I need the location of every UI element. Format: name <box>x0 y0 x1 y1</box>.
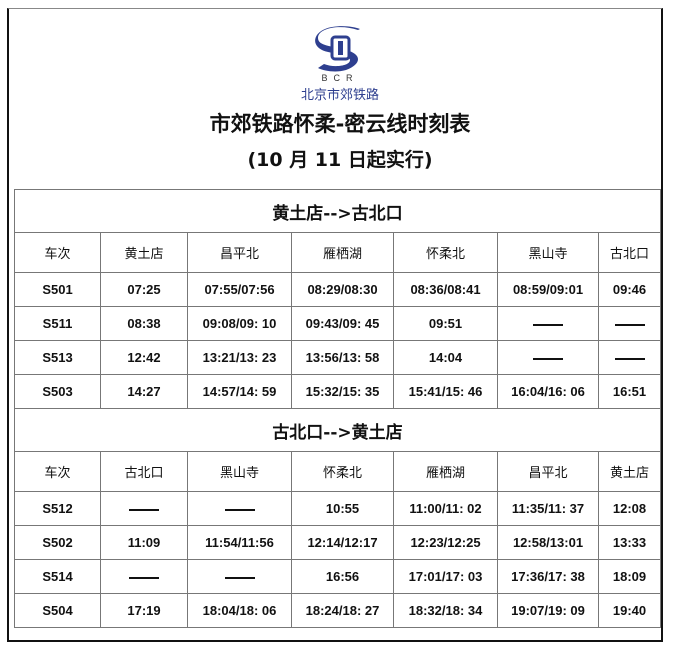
section-title-row: 黄土店-->古北口 <box>14 189 661 233</box>
table-row: S513 12:42 13:21/13: 23 13:56/13: 58 14:04 <box>14 340 661 375</box>
bcr-logo-icon <box>315 26 360 72</box>
train-number: S502 <box>14 525 101 560</box>
column-header: 车次 <box>14 451 101 492</box>
time-cell: 12:08 <box>598 491 661 526</box>
column-header: 车次 <box>14 232 101 273</box>
column-header: 古北口 <box>598 232 661 273</box>
column-header: 怀柔北 <box>291 451 394 492</box>
time-cell: 18:09 <box>598 559 661 594</box>
no-stop-dash <box>129 508 159 511</box>
column-header-row: 车次 古北口 黑山寺 怀柔北 雁栖湖 昌平北 黄土店 <box>14 451 661 492</box>
table-row: S511 08:38 09:08/09: 10 09:43/09: 45 09:51 <box>14 306 661 341</box>
time-cell <box>100 559 188 594</box>
time-cell: 09:08/09: 10 <box>187 306 292 341</box>
no-stop-dash <box>224 508 255 511</box>
column-header: 黄土店 <box>100 232 188 273</box>
table-row: S514 16:56 17:01/17: 03 17:36/17: 38 18:09 <box>14 559 661 594</box>
train-number: S511 <box>14 306 101 341</box>
time-cell <box>187 559 292 594</box>
time-cell: 17:19 <box>100 593 188 628</box>
table-row: S501 07:25 07:55/07:56 08:29/08:30 08:36/08:… <box>14 272 661 307</box>
time-cell: 12:14/12:17 <box>291 525 394 560</box>
time-cell: 14:04 <box>393 340 498 375</box>
table-row: S512 10:55 11:00/11: 02 11:35/11: 37 12:08 <box>14 491 661 526</box>
column-header: 黑山寺 <box>187 451 292 492</box>
train-number: S504 <box>14 593 101 628</box>
table-row: S503 14:27 14:57/14: 59 15:32/15: 35 15:41/1… <box>14 374 661 409</box>
time-cell: 13:33 <box>598 525 661 560</box>
time-cell: 15:32/15: 35 <box>291 374 394 409</box>
organization-name: 北京市郊铁路 <box>300 88 379 103</box>
time-cell <box>598 306 661 341</box>
train-number: S512 <box>14 491 101 526</box>
time-cell: 08:59/09:01 <box>497 272 599 307</box>
time-cell: 09:51 <box>393 306 498 341</box>
section-title: 古北口-->黄土店 <box>14 408 661 452</box>
time-cell: 09:43/09: 45 <box>291 306 394 341</box>
time-cell: 19:40 <box>598 593 661 628</box>
time-cell: 11:00/11: 02 <box>393 491 498 526</box>
column-header: 雁栖湖 <box>291 232 394 273</box>
time-cell <box>598 340 661 375</box>
train-number: S514 <box>14 559 101 594</box>
time-cell: 08:36/08:41 <box>393 272 498 307</box>
time-cell: 18:04/18: 06 <box>187 593 292 628</box>
time-cell: 07:25 <box>100 272 188 307</box>
train-number: S513 <box>14 340 101 375</box>
time-cell: 18:24/18: 27 <box>291 593 394 628</box>
page-subtitle: (10 月 11 日起实行) <box>247 149 433 171</box>
time-cell: 14:57/14: 59 <box>187 374 292 409</box>
time-cell: 12:58/13:01 <box>497 525 599 560</box>
column-header: 昌平北 <box>187 232 292 273</box>
column-header: 黑山寺 <box>497 232 599 273</box>
column-header: 雁栖湖 <box>393 451 498 492</box>
no-stop-dash <box>533 357 563 360</box>
page-title: 市郊铁路怀柔-密云线时刻表 <box>209 112 471 136</box>
time-cell <box>187 491 292 526</box>
time-cell: 10:55 <box>291 491 394 526</box>
table-row: S504 17:19 18:04/18: 06 18:24/18: 27 18:32/1… <box>14 593 661 628</box>
table-row: S502 11:09 11:54/11:56 12:14/12:17 12:23/12:… <box>14 525 661 560</box>
time-cell: 11:09 <box>100 525 188 560</box>
page-frame <box>7 8 663 642</box>
time-cell: 13:56/13: 58 <box>291 340 394 375</box>
time-cell: 08:29/08:30 <box>291 272 394 307</box>
train-number: S503 <box>14 374 101 409</box>
time-cell: 17:36/17: 38 <box>497 559 599 594</box>
time-cell: 19:07/19: 09 <box>497 593 599 628</box>
time-cell: 12:42 <box>100 340 188 375</box>
time-cell: 17:01/17: 03 <box>393 559 498 594</box>
time-cell: 16:51 <box>598 374 661 409</box>
timetable: 黄土店-->古北口 车次 黄土店 昌平北 雁栖湖 怀柔北 黑山寺 古北口 S501 07:25 07… <box>14 189 661 628</box>
time-cell: 07:55/07:56 <box>187 272 292 307</box>
time-cell <box>497 306 599 341</box>
section-title: 黄土店-->古北口 <box>14 189 661 233</box>
column-header: 昌平北 <box>497 451 599 492</box>
time-cell: 16:56 <box>291 559 394 594</box>
column-header-row: 车次 黄土店 昌平北 雁栖湖 怀柔北 黑山寺 古北口 <box>14 232 661 273</box>
time-cell: 14:27 <box>100 374 188 409</box>
time-cell: 16:04/16: 06 <box>497 374 599 409</box>
train-number: S501 <box>14 272 101 307</box>
no-stop-dash <box>129 576 159 579</box>
time-cell: 12:23/12:25 <box>393 525 498 560</box>
time-cell: 09:46 <box>598 272 661 307</box>
column-header: 古北口 <box>100 451 188 492</box>
no-stop-dash <box>533 323 563 326</box>
no-stop-dash <box>224 576 255 579</box>
time-cell: 18:32/18: 34 <box>393 593 498 628</box>
no-stop-dash <box>614 357 645 360</box>
time-cell: 15:41/15: 46 <box>393 374 498 409</box>
time-cell: 11:35/11: 37 <box>497 491 599 526</box>
time-cell: 08:38 <box>100 306 188 341</box>
time-cell: 13:21/13: 23 <box>187 340 292 375</box>
no-stop-dash <box>614 323 645 326</box>
column-header: 怀柔北 <box>393 232 498 273</box>
time-cell <box>497 340 599 375</box>
column-header: 黄土店 <box>598 451 661 492</box>
time-cell: 11:54/11:56 <box>187 525 292 560</box>
time-cell <box>100 491 188 526</box>
section-title-row: 古北口-->黄土店 <box>14 408 661 452</box>
logo-letters: BCR <box>321 73 359 83</box>
